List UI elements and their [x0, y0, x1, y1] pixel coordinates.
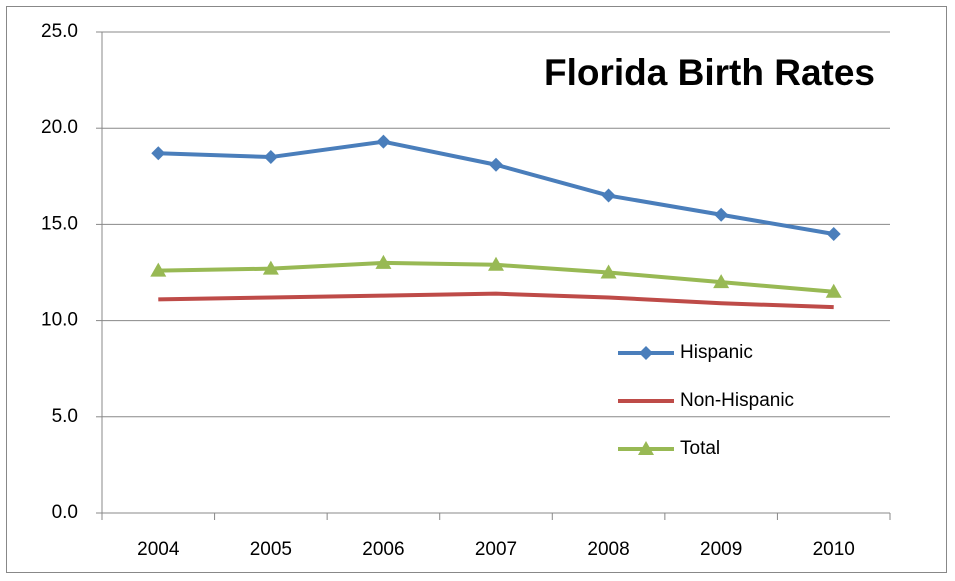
marker	[601, 188, 616, 203]
y-tick-label: 15.0	[41, 213, 78, 234]
marker	[375, 254, 392, 269]
x-tick-label: 2008	[587, 539, 629, 560]
y-tick-label: 20.0	[41, 117, 78, 138]
legend-label: Total	[680, 438, 720, 459]
marker	[489, 157, 503, 172]
x-tick-label: 2007	[475, 539, 517, 560]
x-tick-label: 2006	[362, 539, 404, 560]
marker	[488, 256, 504, 271]
chart-title: Florida Birth Rates	[544, 52, 875, 93]
marker	[713, 274, 730, 289]
y-tick-label: 10.0	[41, 310, 78, 331]
x-tick-label: 2010	[813, 539, 855, 560]
y-tick-label: 25.0	[41, 21, 78, 42]
legend-label: Non-Hispanic	[680, 390, 794, 411]
marker	[825, 283, 842, 298]
x-tick-label: 2005	[250, 539, 292, 560]
marker	[263, 150, 278, 165]
marker	[262, 260, 279, 275]
series-line	[158, 291, 834, 310]
x-tick-label: 2009	[700, 539, 742, 560]
marker	[714, 207, 729, 222]
marker	[151, 146, 166, 161]
marker	[826, 227, 841, 242]
y-tick-label: 0.0	[52, 502, 78, 523]
marker	[150, 262, 167, 277]
y-tick-label: 5.0	[52, 406, 78, 427]
legend-label: Hispanic	[680, 342, 753, 363]
marker	[639, 346, 653, 360]
x-tick-label: 2004	[137, 539, 180, 560]
marker	[600, 264, 617, 279]
marker	[638, 441, 654, 455]
marker	[376, 134, 391, 149]
